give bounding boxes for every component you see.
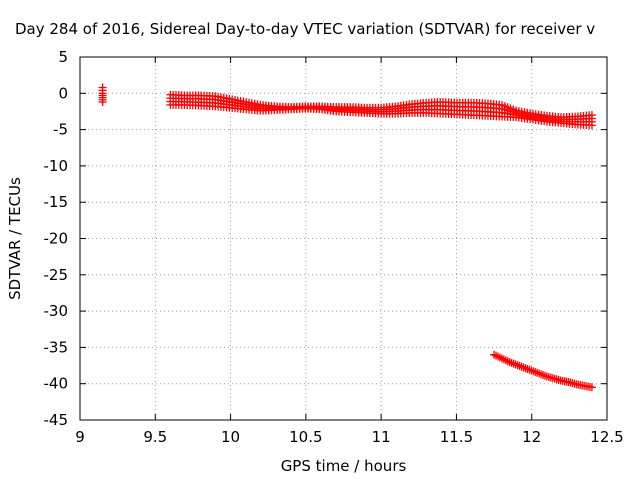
data-point: [497, 354, 506, 363]
data-point: [539, 370, 548, 379]
x-tick-label: 9: [75, 428, 85, 446]
data-point: [525, 365, 534, 374]
data-point: [490, 350, 499, 359]
y-tick-label: -35: [44, 338, 69, 356]
data-point: [587, 383, 596, 392]
x-tick-label: 12.5: [590, 428, 623, 446]
data-point: [515, 361, 524, 370]
data-point: [533, 368, 542, 377]
y-tick-label: -30: [44, 302, 69, 320]
y-tick-label: -40: [44, 375, 69, 393]
data-point: [535, 369, 544, 378]
data-point: [513, 361, 522, 370]
y-tick-label: -5: [53, 121, 68, 139]
data-point: [98, 98, 107, 107]
axis-ticks: [79, 56, 608, 421]
y-tick-label: -20: [44, 230, 69, 248]
data-point: [519, 363, 528, 372]
y-tick-label: 5: [58, 48, 68, 66]
x-axis-label: GPS time / hours: [281, 457, 407, 475]
data-point: [505, 358, 514, 367]
y-tick-label: -45: [44, 411, 69, 429]
data-point: [501, 356, 510, 365]
data-point: [495, 353, 504, 362]
chart-title: Day 284 of 2016, Sidereal Day-to-day VTE…: [15, 20, 595, 38]
data-point: [587, 121, 596, 130]
y-tick-label: -25: [44, 266, 69, 284]
x-tick-label: 11.5: [440, 428, 473, 446]
x-tick-label: 9.5: [143, 428, 167, 446]
y-axis-label: SDTVAR / TECUs: [6, 177, 24, 300]
data-point: [537, 370, 546, 379]
x-tick-label: 10.5: [289, 428, 322, 446]
data-point: [507, 358, 516, 367]
x-tick-label: 11: [372, 428, 391, 446]
y-tick-label: -15: [44, 193, 69, 211]
data-point: [517, 362, 526, 371]
data-point: [531, 367, 540, 376]
data-point: [499, 355, 508, 364]
data-point: [521, 364, 530, 373]
y-tick-label: 0: [58, 84, 68, 102]
data-point: [540, 371, 549, 380]
data-point: [493, 352, 502, 361]
data-point: [529, 367, 538, 376]
data-point: [523, 364, 532, 373]
data-point: [509, 359, 518, 368]
data-point: [503, 357, 512, 366]
data-point: [492, 351, 501, 360]
x-tick-label: 10: [221, 428, 240, 446]
data-point: [511, 360, 520, 369]
data-points: [98, 83, 596, 392]
y-tick-label: -10: [44, 157, 69, 175]
data-point: [527, 366, 536, 375]
x-tick-label: 12: [522, 428, 541, 446]
tick-labels: 9 9.5 10 10.5 11 11.5 12 12.5 5 0 -5 -10 -15 -20 -25 -3…: [44, 48, 624, 446]
